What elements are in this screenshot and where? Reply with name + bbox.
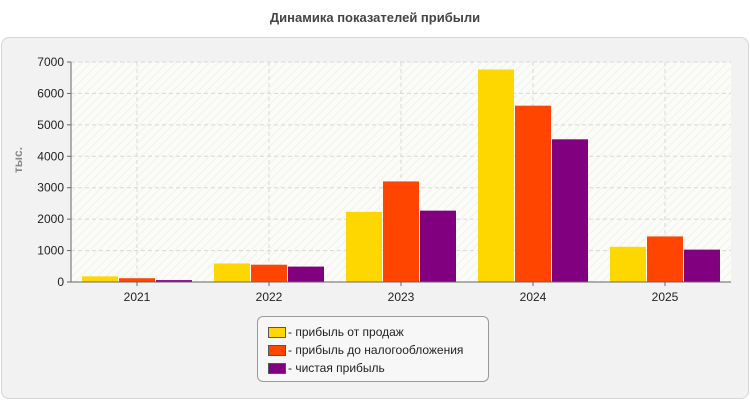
legend: - прибыль от продаж - прибыль до налогооб… <box>257 316 489 382</box>
y-tick-label: 5000 <box>37 118 64 132</box>
legend-label: - прибыль до налогообложения <box>288 343 464 357</box>
bar-2025-series-2 <box>647 236 683 282</box>
bar-2021-series-3 <box>156 280 192 282</box>
bar-2022-series-3 <box>288 266 324 282</box>
legend-swatch <box>268 362 286 374</box>
legend-item: - прибыль до налогообложения <box>268 341 488 359</box>
bar-2024-series-2 <box>515 105 551 282</box>
bar-2025-series-1 <box>610 246 646 282</box>
y-axis-label: тыс. <box>11 147 25 173</box>
bar-2023-series-2 <box>383 181 419 282</box>
bar-2022-series-2 <box>251 264 287 282</box>
chart-title: Динамика показателей прибыли <box>269 10 481 25</box>
x-tick-label: 2021 <box>124 290 151 304</box>
y-tick-label: 1000 <box>37 244 64 258</box>
bar-2024-series-3 <box>552 139 588 282</box>
bar-2023-series-1 <box>346 211 382 282</box>
bar-2024-series-1 <box>478 69 514 283</box>
y-tick-label: 6000 <box>37 86 64 100</box>
y-tick-label: 2000 <box>37 212 64 226</box>
x-tick-label: 2022 <box>256 290 283 304</box>
bar-2023-series-3 <box>420 210 456 282</box>
bar-2025-series-3 <box>684 249 720 282</box>
bar-2021-series-2 <box>119 278 155 282</box>
x-tick-label: 2023 <box>388 290 415 304</box>
y-tick-label: 0 <box>57 275 64 289</box>
legend-swatch <box>268 326 286 338</box>
bar-2021-series-1 <box>82 276 118 282</box>
bar-2022-series-1 <box>214 263 250 282</box>
legend-swatch <box>268 344 286 356</box>
legend-label: - чистая прибыль <box>288 361 385 375</box>
legend-item: - прибыль от продаж <box>268 323 488 341</box>
y-tick-label: 3000 <box>37 181 64 195</box>
y-tick-label: 4000 <box>37 149 64 163</box>
y-tick-label: 7000 <box>37 55 64 69</box>
x-tick-label: 2025 <box>652 290 679 304</box>
x-tick-label: 2024 <box>520 290 547 304</box>
legend-label: - прибыль от продаж <box>288 325 404 339</box>
legend-item: - чистая прибыль <box>268 359 488 377</box>
